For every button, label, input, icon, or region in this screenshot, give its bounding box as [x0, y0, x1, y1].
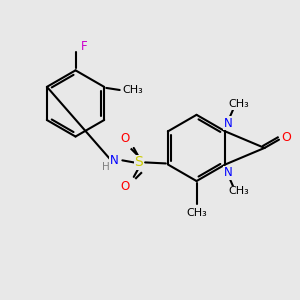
Text: O: O [121, 180, 130, 193]
Text: F: F [80, 40, 87, 53]
Text: N: N [224, 117, 233, 130]
Text: O: O [121, 132, 130, 145]
Text: H: H [102, 162, 110, 172]
Text: CH₃: CH₃ [228, 186, 249, 197]
Text: CH₃: CH₃ [123, 85, 143, 95]
Text: CH₃: CH₃ [228, 100, 249, 110]
Text: S: S [134, 155, 143, 170]
Text: N: N [224, 166, 233, 179]
Text: N: N [110, 154, 118, 167]
Text: CH₃: CH₃ [186, 208, 207, 218]
Text: O: O [281, 131, 291, 144]
